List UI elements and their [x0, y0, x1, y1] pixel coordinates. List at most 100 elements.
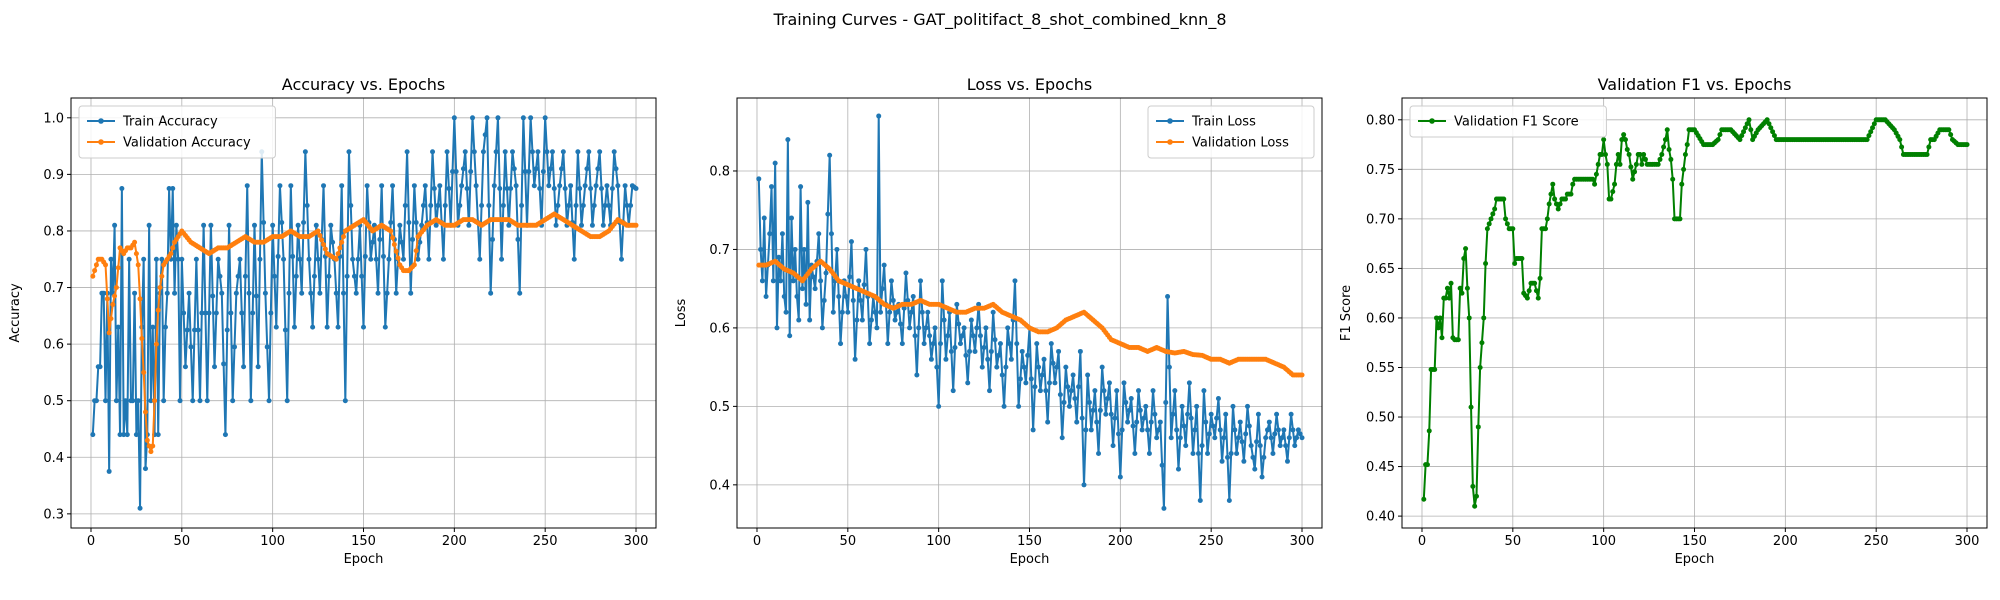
data-point	[571, 256, 577, 262]
data-point	[152, 398, 158, 404]
data-point	[772, 160, 778, 166]
data-point	[836, 294, 842, 300]
data-point	[326, 273, 332, 279]
data-point	[101, 290, 107, 296]
data-point	[1243, 431, 1249, 437]
data-point	[970, 333, 976, 339]
data-point	[212, 364, 218, 370]
x-tick-label: 200	[1773, 534, 1798, 549]
data-point	[1210, 423, 1216, 429]
data-point	[384, 290, 390, 296]
data-point	[1742, 125, 1748, 131]
data-point	[1025, 352, 1031, 358]
data-point	[537, 186, 543, 192]
data-point	[437, 183, 443, 189]
data-point	[1470, 483, 1476, 489]
data-point	[284, 398, 290, 404]
data-point	[1225, 454, 1231, 460]
data-point	[852, 356, 858, 362]
data-point	[887, 309, 893, 315]
data-point	[1681, 166, 1687, 172]
data-point	[584, 166, 590, 172]
data-point	[1739, 133, 1745, 139]
series-validation-accuracy	[90, 211, 639, 455]
data-point	[1036, 364, 1042, 370]
data-point	[1477, 364, 1483, 370]
data-point	[270, 222, 276, 228]
data-point	[1008, 356, 1014, 362]
data-point	[1190, 450, 1196, 456]
data-point	[1103, 411, 1109, 417]
data-point	[1021, 364, 1027, 370]
data-point	[1248, 443, 1254, 449]
data-point	[1533, 288, 1539, 294]
data-point	[810, 274, 816, 280]
data-point	[907, 325, 913, 331]
data-point	[281, 256, 287, 262]
data-point	[921, 341, 927, 347]
data-point	[779, 231, 785, 237]
data-point	[1288, 411, 1294, 417]
data-point	[624, 203, 630, 208]
y-tick-label: 0.6	[43, 338, 64, 353]
data-point	[359, 273, 365, 279]
data-point	[190, 398, 196, 404]
data-point	[1143, 403, 1149, 409]
data-point	[103, 262, 109, 268]
legend: Train Loss Validation Loss	[1147, 105, 1315, 159]
data-point	[1219, 458, 1225, 464]
data-point	[153, 256, 159, 262]
data-point	[339, 183, 345, 189]
data-point	[248, 398, 254, 404]
y-tick-label: 0.5	[709, 400, 730, 415]
legend-swatch-marker	[1429, 118, 1435, 124]
data-point	[148, 398, 154, 404]
data-point	[1655, 161, 1661, 167]
data-point	[1737, 137, 1743, 143]
data-point	[513, 183, 519, 189]
data-point	[1032, 384, 1038, 390]
data-point	[348, 203, 354, 208]
data-point	[1116, 431, 1122, 437]
data-point	[819, 325, 825, 331]
data-point	[1434, 315, 1440, 321]
data-point	[1746, 117, 1752, 123]
data-point	[816, 231, 822, 237]
data-point	[1159, 462, 1165, 468]
data-point	[351, 273, 357, 279]
data-point	[337, 245, 343, 251]
data-point	[899, 341, 905, 347]
data-point	[302, 149, 308, 155]
data-point	[1045, 419, 1051, 425]
data-point	[593, 183, 599, 189]
data-point	[1599, 151, 1605, 157]
data-point	[972, 348, 978, 354]
x-tick-label: 200	[1108, 534, 1133, 549]
data-point	[559, 166, 565, 172]
data-point	[923, 325, 929, 331]
data-point	[322, 246, 328, 252]
data-point	[104, 296, 110, 302]
data-point	[885, 341, 891, 347]
data-point	[526, 169, 532, 175]
data-point	[324, 324, 330, 330]
data-point	[251, 222, 257, 228]
data-point	[1552, 196, 1558, 202]
x-axis-label: Epoch	[1675, 552, 1715, 567]
data-point	[277, 183, 283, 189]
data-point	[821, 297, 827, 303]
data-point	[769, 184, 775, 190]
data-point	[321, 183, 327, 189]
data-point	[466, 222, 472, 228]
data-point	[1715, 137, 1721, 143]
data-point	[279, 219, 285, 225]
data-point	[442, 203, 448, 208]
data-point	[1532, 280, 1538, 286]
data-point	[990, 309, 996, 315]
data-point	[1001, 403, 1007, 409]
data-point	[1050, 360, 1056, 366]
data-point	[834, 246, 840, 252]
data-point	[1166, 364, 1172, 370]
data-point	[411, 183, 417, 189]
